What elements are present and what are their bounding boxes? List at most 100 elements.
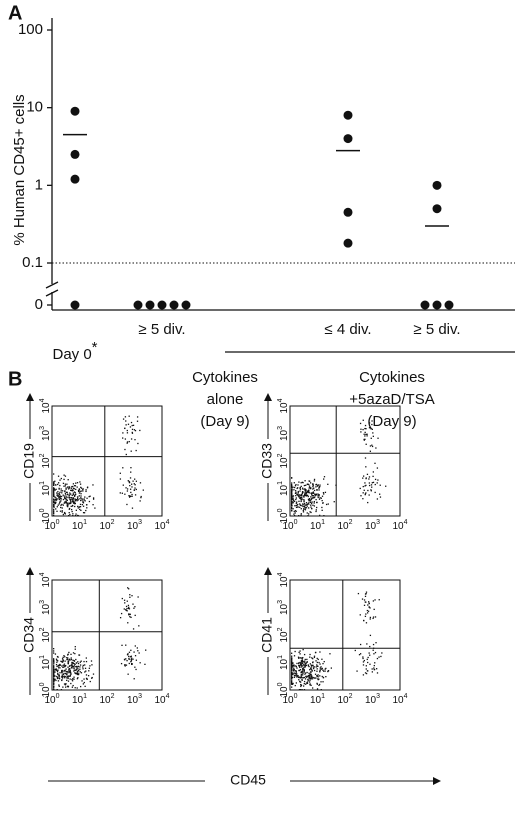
event-dot: [89, 665, 91, 667]
y-tick-label: 102: [39, 453, 52, 468]
event-dot: [298, 665, 300, 667]
event-dot: [293, 667, 295, 669]
event-dot: [366, 670, 369, 672]
event-dot: [82, 505, 85, 507]
event-dot: [305, 491, 308, 493]
event-dot: [311, 497, 313, 499]
event-dot: [71, 663, 73, 665]
event-dot: [298, 679, 300, 681]
tick-exp: 1: [83, 693, 87, 700]
event-dot: [293, 665, 295, 667]
event-dot: [63, 672, 65, 675]
event-dot: [57, 491, 59, 493]
event-dot: [298, 657, 300, 659]
event-dot: [367, 610, 370, 612]
event-dot: [305, 489, 307, 492]
tick-base: 10: [99, 521, 111, 532]
event-dot: [311, 492, 313, 494]
event-dot: [72, 677, 74, 680]
event-dot: [53, 511, 55, 513]
event-dot: [64, 496, 66, 499]
event-dot: [53, 495, 55, 497]
event-dot: [76, 687, 78, 689]
event-dot: [53, 491, 55, 493]
event-dot: [292, 495, 294, 497]
event-dot: [53, 508, 55, 511]
event-dot: [302, 488, 304, 490]
y-tick-label: 1: [35, 176, 43, 193]
event-dot: [291, 670, 293, 672]
event-dot: [56, 676, 59, 678]
event-dot: [138, 652, 140, 654]
event-dot: [361, 598, 364, 600]
event-dot: [65, 670, 67, 673]
event-dot: [64, 665, 66, 668]
event-dot: [59, 497, 62, 500]
event-dot: [67, 657, 69, 659]
event-dot: [125, 487, 127, 489]
event-dot: [76, 673, 79, 676]
event-dot: [130, 438, 133, 440]
event-dot: [300, 499, 302, 501]
event-dot: [128, 440, 130, 443]
event-dot: [53, 688, 55, 690]
event-dot: [299, 486, 302, 489]
event-dot: [298, 665, 301, 667]
event-dot: [310, 671, 312, 673]
event-dot: [53, 679, 56, 681]
event-dot: [363, 604, 366, 606]
event-dot: [369, 654, 371, 656]
event-dot: [309, 663, 311, 665]
x-tick-label: 103: [365, 519, 380, 532]
event-dot: [67, 666, 69, 668]
event-dot: [323, 515, 325, 517]
event-dot: [130, 660, 133, 662]
event-dot: [53, 666, 55, 669]
event-dot: [73, 668, 75, 670]
event-dot: [308, 677, 310, 679]
event-dot: [64, 675, 66, 678]
event-dot: [139, 500, 141, 502]
event-dot: [134, 655, 137, 657]
event-dot: [372, 475, 374, 478]
event-dot: [310, 667, 312, 669]
event-dot: [71, 505, 74, 507]
tick-base: 10: [154, 695, 166, 706]
y-tick-label: 104: [39, 572, 52, 587]
event-dot: [66, 505, 68, 507]
event-dot: [61, 665, 63, 667]
event-dot: [58, 676, 60, 678]
event-dot: [80, 497, 82, 499]
event-dot: [53, 668, 55, 671]
event-dot: [128, 657, 130, 660]
y-tick-label: 100: [277, 508, 290, 523]
event-dot: [303, 671, 305, 673]
event-dot: [130, 491, 132, 494]
event-dot: [58, 678, 61, 680]
y-tick-label: 101: [277, 481, 290, 496]
event-dot: [303, 669, 306, 671]
event-dot: [310, 502, 313, 505]
event-dot: [61, 679, 63, 681]
event-dot: [53, 678, 55, 680]
tick-base: 10: [41, 686, 52, 698]
event-dot: [301, 505, 303, 507]
event-dot: [137, 596, 139, 598]
y-tick-label: 103: [277, 426, 290, 441]
event-dot: [66, 675, 68, 678]
event-dot: [298, 689, 301, 691]
x-tick-label: 104: [154, 519, 169, 532]
event-dot: [139, 662, 141, 664]
event-dot: [321, 506, 323, 509]
event-dot: [128, 613, 130, 615]
y-axis-label: CD33: [259, 443, 275, 479]
event-dot: [71, 489, 73, 491]
event-dot: [371, 445, 374, 448]
event-dot: [74, 485, 77, 487]
event-dot: [89, 495, 91, 497]
x-tick-label: ≥ 5 div.: [413, 321, 460, 338]
plot-frame: [51, 579, 163, 691]
tick-exp: 0: [39, 682, 46, 686]
event-dot: [69, 675, 71, 677]
event-dot: [318, 486, 320, 488]
